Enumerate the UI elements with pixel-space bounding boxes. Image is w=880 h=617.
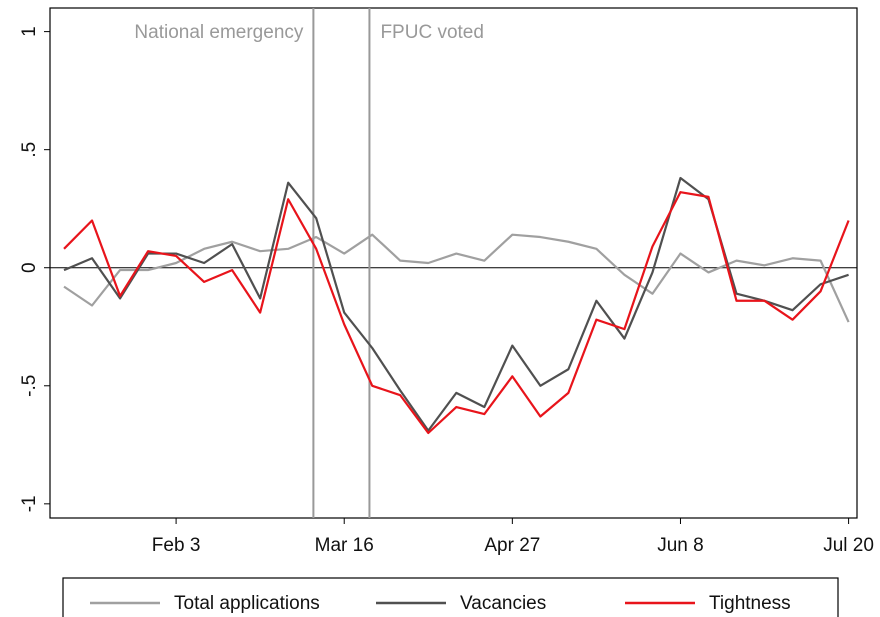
y-tick-label: -.5 bbox=[19, 375, 40, 397]
x-tick-label: Feb 3 bbox=[152, 535, 201, 556]
y-tick-label: .5 bbox=[19, 142, 40, 158]
annotation-label: FPUC voted bbox=[380, 22, 483, 43]
legend-box bbox=[62, 577, 839, 617]
y-tick-label: 0 bbox=[19, 262, 40, 273]
series-line bbox=[63, 233, 850, 323]
legend-label: Tightness bbox=[709, 593, 791, 614]
x-tick-label: Jul 20 bbox=[823, 535, 874, 556]
annotation-label: National emergency bbox=[134, 22, 303, 43]
y-tick-label: -1 bbox=[19, 495, 40, 512]
series-line bbox=[63, 191, 850, 435]
x-tick-label: Jun 8 bbox=[657, 535, 703, 556]
plot-frame bbox=[49, 7, 858, 519]
legend-label: Vacancies bbox=[460, 593, 546, 614]
legend-label: Total applications bbox=[174, 593, 320, 614]
x-tick-label: Mar 16 bbox=[315, 535, 374, 556]
x-tick-label: Apr 27 bbox=[484, 535, 540, 556]
y-tick-label: 1 bbox=[19, 26, 40, 37]
series-line bbox=[63, 176, 849, 432]
